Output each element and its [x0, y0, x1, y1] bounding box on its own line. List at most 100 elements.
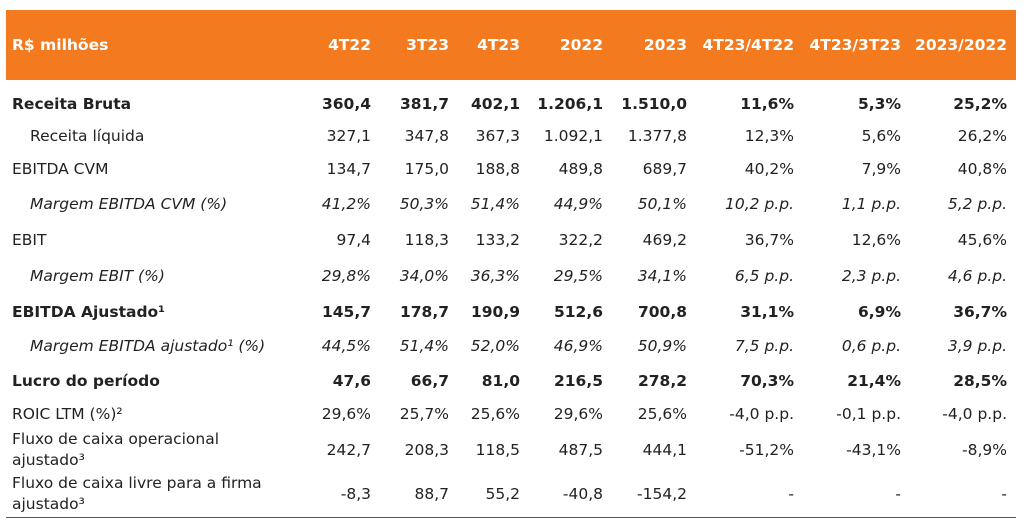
- row-label: EBIT: [12, 230, 47, 249]
- row-value: -: [788, 485, 794, 503]
- row-value: 190,9: [470, 303, 520, 321]
- row-label: Margem EBIT (%): [30, 266, 165, 285]
- row-value: 81,0: [481, 372, 520, 390]
- row-value: 55,2: [485, 485, 520, 503]
- row-value: 47,6: [332, 372, 371, 390]
- row-value: 444,1: [642, 441, 687, 459]
- row-value: -8,9%: [962, 441, 1007, 459]
- row-value: 36,7%: [953, 303, 1007, 321]
- row-value: 25,6%: [470, 405, 520, 423]
- table-row: Margem EBITDA ajustado¹ (%) 44,5% 51,4% 52,…: [6, 330, 1016, 362]
- row-value: 36,7%: [744, 231, 794, 249]
- row-value: 0,6 p.p.: [841, 337, 901, 355]
- row-label: EBITDA CVM: [12, 159, 109, 178]
- row-value: 12,6%: [851, 231, 901, 249]
- row-value: 4,6 p.p.: [947, 267, 1007, 285]
- row-value: -51,2%: [739, 441, 794, 459]
- table-row: Fluxo de caixa operacional ajustado³ 242,…: [6, 428, 1016, 472]
- row-value: 29,8%: [321, 267, 371, 285]
- row-value: 1.510,0: [621, 95, 687, 113]
- row-value: 689,7: [642, 160, 687, 178]
- row-value: 25,2%: [953, 95, 1007, 113]
- row-value: 44,5%: [321, 337, 371, 355]
- table-row: EBITDA Ajustado¹ 145,7 178,7 190,9 512,6 700,…: [6, 294, 1016, 330]
- row-value: -8,3: [340, 485, 371, 503]
- row-value: -0,1 p.p.: [836, 405, 901, 423]
- row-value: 1.377,8: [627, 127, 687, 145]
- row-label: Fluxo de caixa livre para a firma ajusta…: [12, 474, 262, 513]
- table-row: EBIT 97,4 118,3 133,2 322,2 469,2 36,7% 12,6% 45…: [6, 222, 1016, 258]
- row-value: 21,4%: [847, 372, 901, 390]
- row-value: 5,6%: [861, 127, 901, 145]
- row-value: 242,7: [326, 441, 371, 459]
- row-value: -154,2: [637, 485, 687, 503]
- row-value: 1.206,1: [537, 95, 603, 113]
- row-value: 31,1%: [740, 303, 794, 321]
- header-col-2023: 2023: [643, 36, 687, 54]
- row-value: 34,1%: [637, 267, 687, 285]
- row-value: -4,0 p.p.: [942, 405, 1007, 423]
- header-label: R$ milhões: [12, 35, 109, 54]
- table-row: Receita líquida 327,1 347,8 367,3 1.092,1 1.3…: [6, 120, 1016, 152]
- row-value: 7,5 p.p.: [734, 337, 794, 355]
- row-value: 469,2: [642, 231, 687, 249]
- row-value: 178,7: [399, 303, 449, 321]
- row-value: 118,5: [475, 441, 520, 459]
- row-value: 208,3: [404, 441, 449, 459]
- row-value: 70,3%: [740, 372, 794, 390]
- financial-table: R$ milhões 4T22 3T23 4T23 2022 2023 4T23…: [6, 10, 1016, 516]
- row-value: 88,7: [414, 485, 449, 503]
- header-col-2022: 2022: [559, 36, 603, 54]
- row-value: -: [895, 485, 901, 503]
- row-value: 97,4: [336, 231, 371, 249]
- row-value: 29,6%: [553, 405, 603, 423]
- header-col-4t22: 4T22: [328, 36, 371, 54]
- row-value: 145,7: [321, 303, 371, 321]
- row-value: -4,0 p.p.: [729, 405, 794, 423]
- row-value: -43,1%: [846, 441, 901, 459]
- table-row: ROIC LTM (%)² 29,6% 25,7% 25,6% 29,6% 25,6% -4…: [6, 400, 1016, 428]
- row-value: 216,5: [553, 372, 603, 390]
- row-value: 402,1: [470, 95, 520, 113]
- row-value: 41,2%: [321, 195, 371, 213]
- row-value: 6,9%: [858, 303, 901, 321]
- row-value: 134,7: [326, 160, 371, 178]
- row-value: 1,1 p.p.: [841, 195, 901, 213]
- row-value: 133,2: [475, 231, 520, 249]
- row-label: Fluxo de caixa operacional ajustado³: [12, 430, 220, 469]
- row-value: 175,0: [404, 160, 449, 178]
- row-value: 52,0%: [470, 337, 520, 355]
- row-value: 512,6: [553, 303, 603, 321]
- header-col-4t23: 4T23: [477, 36, 520, 54]
- row-label: ROIC LTM (%)²: [12, 404, 123, 423]
- row-value: 10,2 p.p.: [725, 195, 794, 213]
- row-value: 26,2%: [957, 127, 1007, 145]
- row-value: 50,3%: [399, 195, 449, 213]
- row-value: 278,2: [637, 372, 687, 390]
- header-col-4t23-4t22: 4T23/4T22: [702, 36, 794, 54]
- row-label: Margem EBITDA ajustado¹ (%): [30, 336, 266, 355]
- row-value: 700,8: [637, 303, 687, 321]
- row-label: Receita Bruta: [12, 94, 132, 113]
- row-value: 367,3: [475, 127, 520, 145]
- row-value: 51,4%: [470, 195, 520, 213]
- row-value: 489,8: [558, 160, 603, 178]
- row-value: 51,4%: [399, 337, 449, 355]
- row-value: 322,2: [558, 231, 603, 249]
- row-value: 2,3 p.p.: [841, 267, 901, 285]
- row-value: 12,3%: [744, 127, 794, 145]
- row-value: 28,5%: [953, 372, 1007, 390]
- row-value: 118,3: [404, 231, 449, 249]
- table-row: Fluxo de caixa livre para a firma ajusta…: [6, 472, 1016, 516]
- row-value: 360,4: [321, 95, 371, 113]
- row-value: 50,1%: [637, 195, 687, 213]
- row-value: -40,8: [562, 485, 603, 503]
- row-value: 3,9 p.p.: [947, 337, 1007, 355]
- row-value: 6,5 p.p.: [734, 267, 794, 285]
- row-label: EBITDA Ajustado¹: [12, 302, 165, 321]
- row-value: 5,3%: [858, 95, 901, 113]
- table-header: R$ milhões 4T22 3T23 4T23 2022 2023 4T23…: [6, 10, 1016, 80]
- row-value: 25,6%: [637, 405, 687, 423]
- row-value: 347,8: [404, 127, 449, 145]
- row-value: 7,9%: [861, 160, 901, 178]
